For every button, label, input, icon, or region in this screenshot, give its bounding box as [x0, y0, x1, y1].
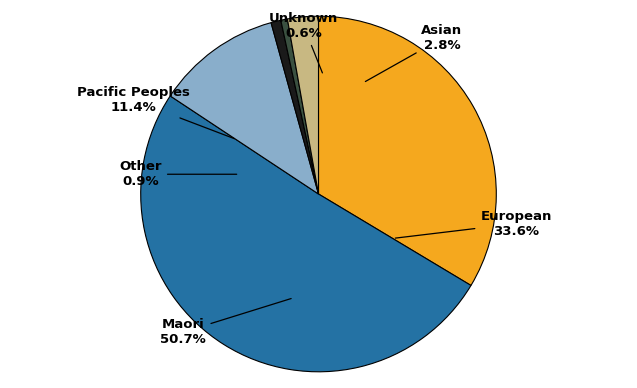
- Text: Asian
2.8%: Asian 2.8%: [366, 24, 462, 81]
- Text: Maori
50.7%: Maori 50.7%: [160, 298, 291, 346]
- Wedge shape: [281, 19, 318, 194]
- Text: European
33.6%: European 33.6%: [396, 210, 552, 238]
- Text: Pacific Peoples
11.4%: Pacific Peoples 11.4%: [77, 86, 234, 139]
- Text: Other
0.9%: Other 0.9%: [120, 160, 237, 188]
- Wedge shape: [271, 20, 318, 194]
- Text: Unknown
0.6%: Unknown 0.6%: [269, 12, 338, 73]
- Wedge shape: [318, 16, 496, 286]
- Wedge shape: [287, 16, 318, 194]
- Wedge shape: [141, 96, 471, 372]
- Wedge shape: [170, 23, 318, 194]
